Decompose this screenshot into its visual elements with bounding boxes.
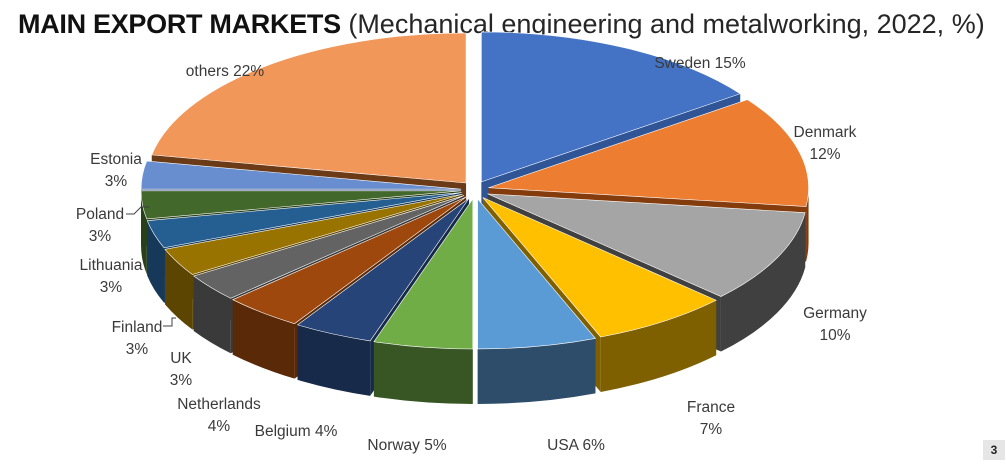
leader-line-finland (163, 317, 176, 327)
data-label-name-uk: UK (170, 350, 192, 367)
pie-slice-sweden (481, 31, 741, 183)
data-label-value-uk: 3% (170, 372, 193, 389)
pie-slice-uk (193, 195, 465, 299)
data-label-netherlands: Netherlands 4% (177, 396, 261, 435)
data-label-value-denmark: 12% (809, 146, 840, 163)
data-label-sweden: Sweden 15% (654, 55, 746, 72)
data-label-poland: Poland 3% (76, 206, 124, 245)
pie-outer-wall-france (600, 300, 717, 392)
data-label-name-estonia: Estonia (90, 151, 142, 168)
data-label-name-france: France (687, 399, 735, 416)
pie-slice-lithuania (146, 192, 462, 249)
pie-slice-finland (164, 193, 463, 275)
pie-slice-poland (140, 190, 462, 220)
data-label-finland: Finland 3% (112, 319, 163, 358)
pie-slice-belgium (296, 197, 470, 342)
data-label-germany: Germany 10% (803, 305, 867, 344)
data-label-estonia: Estonia 3% (90, 151, 142, 190)
pie-slice-germany (487, 193, 806, 297)
leader-line-poland (126, 206, 150, 215)
pie-slice-norway (373, 198, 474, 350)
data-label-belgium: Belgium 4% (255, 423, 338, 440)
pie-outer-wall-poland (141, 190, 147, 274)
pie-top-faces (140, 31, 809, 350)
pie-labels: Sweden 15% Denmark 12% Germany 10% France 7% US… (76, 55, 867, 454)
data-label-value-estonia: 3% (105, 173, 128, 190)
data-label-name-germany: Germany (803, 305, 867, 322)
data-label-value-netherlands: 4% (208, 418, 231, 435)
pie-slice-netherlands (232, 196, 467, 324)
pie-outer-wall-norway (373, 341, 473, 404)
data-label-uk: UK 3% (170, 350, 193, 389)
pie-slice-denmark (488, 99, 809, 207)
pie-slice-france (482, 197, 717, 338)
data-label-name-poland: Poland (76, 206, 124, 223)
page-number: 3 (983, 440, 1005, 460)
data-label-name-netherlands: Netherlands (177, 396, 261, 413)
data-label-name-finland: Finland (112, 319, 163, 336)
pie-outer-wall-denmark (806, 187, 809, 262)
pie-outer-wall-germany (720, 212, 806, 352)
pie-slice-usa (477, 198, 596, 350)
pie-slice-estonia (140, 160, 462, 190)
chart-title-main: MAIN EXPORT MARKETS (18, 9, 341, 39)
pie-outer-wall-belgium (297, 324, 371, 396)
pie-slice-others (151, 32, 467, 184)
data-label-value-lithuania: 3% (100, 279, 123, 296)
data-label-name-lithuania: Lithuania (80, 257, 143, 274)
pie-outer-wall-uk (193, 275, 231, 354)
data-label-others: others 22% (186, 63, 265, 80)
data-label-value-germany: 10% (819, 327, 850, 344)
pie-outer-wall-lithuania (147, 220, 165, 303)
data-label-norway: Norway 5% (367, 437, 446, 454)
pie-outer-wall-netherlands (232, 299, 295, 379)
data-label-lithuania: Lithuania 3% (80, 257, 143, 296)
data-label-value-france: 7% (700, 421, 723, 438)
data-label-france: France 7% (687, 399, 735, 438)
data-label-name-denmark: Denmark (794, 124, 857, 141)
data-label-value-finland: 3% (126, 341, 149, 358)
data-label-denmark: Denmark 12% (794, 124, 857, 163)
pie-outer-wall-usa (477, 338, 596, 404)
data-label-value-poland: 3% (89, 228, 112, 245)
data-label-usa: USA 6% (547, 437, 605, 454)
